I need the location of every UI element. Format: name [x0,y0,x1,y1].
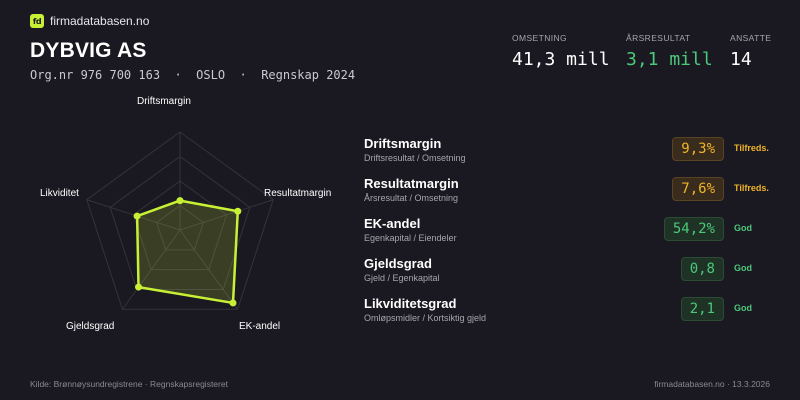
radar-axis-label-ek-andel: EK-andel [239,321,281,332]
brand[interactable]: fd firmadatabasen.no [30,14,149,28]
footer-site-date[interactable]: firmadatabasen.no · 13.3.2026 [654,379,770,389]
metric-subtitle: Driftsresultat / Omsetning [364,153,466,163]
footer-source: Kilde: Brønnøysundregistrene · Regnskaps… [30,379,228,389]
brand-logo-icon: fd [30,14,44,28]
kpi-result-value: 3,1 mill [626,49,713,70]
metric-title: Likviditetsgrad [364,296,457,311]
kpi-revenue: OMSETNING 41,3 mill [512,33,610,70]
metric-status: Tilfreds. [734,143,769,153]
metric-value: 9,3% [672,137,724,161]
radar-svg [86,131,274,310]
metric-row-resultatmargin: Resultatmargin Årsresultat / Omsetning 7… [364,174,784,214]
kpi-employees-label: ANSATTE [730,33,772,43]
metric-subtitle: Årsresultat / Omsetning [364,193,459,203]
metric-row-gjeldsgrad: Gjeldsgrad Gjeld / Egenkapital 0,8 God [364,254,784,294]
radar-grid-ring [132,180,228,271]
radar-point-resultatmargin [234,207,242,215]
metric-row-driftsmargin: Driftsmargin Driftsresultat / Omsetning … [364,134,784,174]
radar-point-likviditet [133,212,141,220]
radar-spoke [86,199,181,231]
kpi-result-label: ÅRSRESULTAT [626,33,691,43]
metric-title: Resultatmargin [364,176,459,191]
kpi-result: ÅRSRESULTAT 3,1 mill [626,33,713,70]
metric-value: 54,2% [663,217,724,241]
metric-status: God [734,263,752,273]
kpi-employees-value: 14 [730,49,752,70]
radar-axis-label-resultatmargin: Resultatmargin [264,188,332,199]
kpi-revenue-value: 41,3 mill [512,49,610,70]
brand-name: firmadatabasen.no [50,14,150,28]
company-name: DYBVIG AS [30,39,147,62]
metric-title: Driftsmargin [364,136,442,151]
radar-axis-label-driftsmargin: Driftsmargin [137,96,191,107]
radar-grid-ring [156,204,204,251]
metric-title: Gjeldsgrad [364,256,432,271]
metric-subtitle: Omløpsmidler / Kortsiktig gjeld [364,313,487,323]
metric-status: God [734,223,752,233]
metric-value: 7,6% [672,177,724,201]
radar-grid-ring [86,131,274,310]
metric-subtitle: Egenkapital / Eiendeler [364,233,457,243]
metric-status: God [734,303,752,313]
company-meta: Org.nr 976 700 163 · OSLO · Regnskap 202… [30,68,356,82]
radar-data-area [135,199,240,305]
radar-spoke [179,199,274,231]
kpi-employees: ANSATTE 14 [730,33,771,70]
metric-title: EK-andel [364,216,421,231]
radar-chart: Driftsmargin Resultatmargin EK-andel Gje… [0,90,360,340]
radar-axis-label-gjeldsgrad: Gjeldsgrad [66,321,115,332]
metric-value: 0,8 [680,257,724,281]
metric-row-ek-andel: EK-andel Egenkapital / Eiendeler 54,2% G… [364,214,784,254]
metric-subtitle: Gjeld / Egenkapital [364,273,440,283]
radar-grid-ring [109,155,251,290]
radar-point-ek-andel [229,299,237,307]
radar-point-gjeldsgrad [135,283,143,291]
radar-axis-label-likviditet: Likviditet [40,188,79,199]
kpi-revenue-label: OMSETNING [512,33,568,43]
radar-point-driftsmargin [176,197,184,205]
radar-spoke [121,229,181,310]
metric-value: 2,1 [680,297,724,321]
radar-spoke [179,229,239,310]
metric-row-likviditetsgrad: Likviditetsgrad Omløpsmidler / Kortsikti… [364,294,784,334]
metric-status: Tilfreds. [734,183,769,193]
